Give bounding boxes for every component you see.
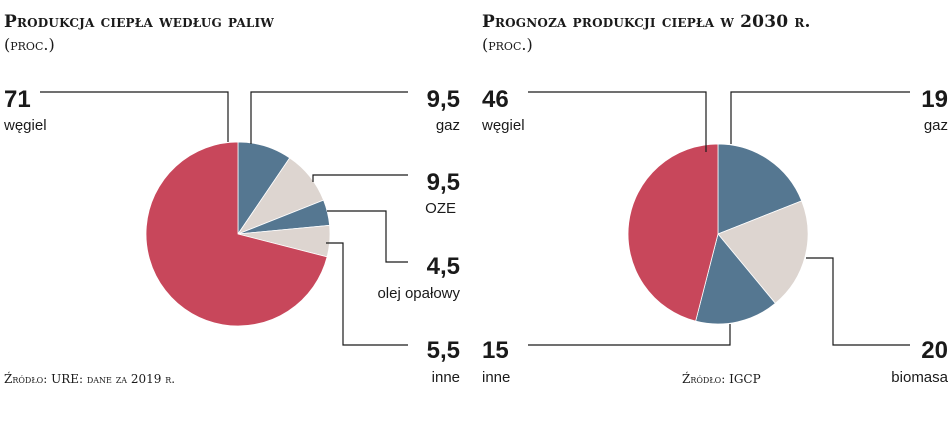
value-label-oze: 9,5 — [427, 169, 460, 196]
leader-line-olej-opalowy — [327, 210, 408, 263]
pie-slice-gaz — [717, 143, 803, 235]
value-label-gaz: 19 — [921, 86, 948, 113]
category-label-gaz: gaz — [436, 117, 460, 134]
chart-panel-heat-production-2019: Produkcja ciepła według paliw (proc.) 9,… — [0, 0, 470, 425]
category-label-biomasa: biomasa — [891, 369, 948, 386]
leader-line-biomasa — [806, 257, 910, 346]
value-label-inne: 5,5 — [427, 337, 460, 364]
category-label-wegiel: węgiel — [3, 117, 47, 134]
category-label-inne: inne — [432, 369, 460, 386]
value-label-olej-opalowy: 4,5 — [427, 253, 460, 280]
pie-slice-wegiel — [627, 143, 719, 322]
leader-line-wegiel — [40, 91, 229, 142]
category-label-oze: OZE — [425, 200, 456, 217]
pie-slice-wegiel — [145, 141, 328, 327]
leader-line-gaz — [730, 91, 910, 144]
chart-source: Źródło: IGCP — [682, 372, 761, 386]
chart-subtitle: (proc.) — [4, 35, 55, 54]
pie-chart-2019: 9,5 gaz 9,5 OZE 4,5 olej opałowy 5,5 inne 71 węgi… — [3, 86, 460, 386]
value-label-wegiel: 46 — [482, 86, 509, 113]
value-label-biomasa: 20 — [921, 337, 948, 364]
chart-subtitle: (proc.) — [482, 35, 533, 54]
chart-title: Produkcja ciepła według paliw — [4, 12, 275, 32]
category-label-inne: inne — [482, 369, 510, 386]
chart-source: Źródło: URE: dane za 2019 r. — [4, 372, 176, 386]
leader-line-inne — [326, 242, 408, 346]
leader-line-gaz — [250, 91, 408, 144]
leader-line-oze — [312, 174, 408, 182]
category-label-gaz: gaz — [924, 117, 948, 134]
chart-panel-heat-forecast-2030: Prognoza produkcji ciepła w 2030 r. (pro… — [478, 0, 948, 425]
leader-line-inne — [528, 324, 731, 346]
pie-slice-biomasa — [717, 200, 809, 304]
category-label-olej-opalowy: olej opałowy — [377, 285, 460, 302]
chart-title: Prognoza produkcji ciepła w 2030 r. — [482, 12, 811, 32]
pie-chart-2030: 19 gaz 20 biomasa 15 inne 46 węgiel — [481, 86, 948, 386]
value-label-wegiel: 71 — [4, 86, 31, 113]
value-label-gaz: 9,5 — [427, 86, 460, 113]
pie-slice-inne — [695, 233, 776, 325]
leader-line-wegiel — [528, 91, 707, 152]
value-label-inne: 15 — [482, 337, 509, 364]
category-label-wegiel: węgiel — [481, 117, 525, 134]
